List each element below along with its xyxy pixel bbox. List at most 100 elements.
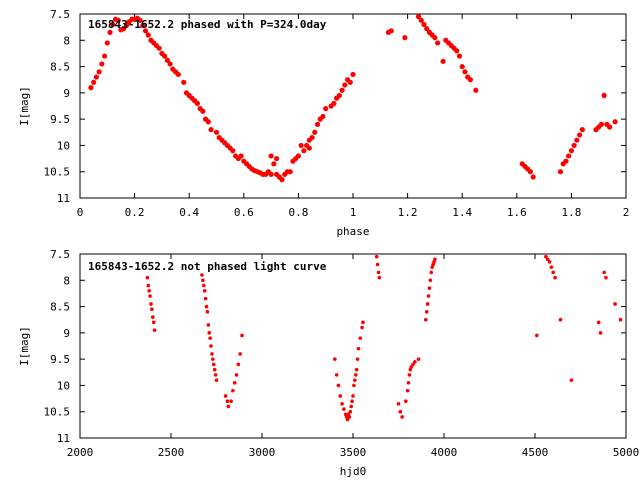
y-tick-label: 7.5 [50, 8, 70, 21]
data-point [208, 127, 214, 133]
data-point [596, 320, 601, 325]
data-point [203, 296, 208, 301]
data-point [234, 373, 239, 377]
y-tick-label: 10 [57, 379, 70, 392]
data-point [213, 373, 218, 377]
data-point [295, 153, 301, 159]
data-point [147, 289, 151, 293]
data-point [123, 22, 130, 29]
data-point [406, 381, 411, 385]
data-point [229, 399, 233, 404]
data-point [405, 388, 410, 393]
data-point [240, 333, 244, 338]
y-tick-label: 9.5 [50, 353, 70, 366]
data-point [156, 45, 162, 51]
y-tick-label: 9 [63, 327, 70, 340]
data-point [545, 257, 550, 262]
data-point [164, 57, 170, 63]
data-point [375, 262, 380, 267]
data-point [312, 129, 318, 135]
data-point [579, 127, 585, 133]
data-point [320, 113, 326, 120]
data-point [167, 61, 173, 67]
data-point [409, 365, 414, 369]
data-point [96, 69, 102, 75]
data-point [226, 404, 231, 409]
plot-frame [79, 253, 627, 439]
data-point [150, 307, 154, 312]
data-point [350, 71, 356, 78]
x-tick-label: 4500 [522, 446, 549, 459]
data-point [427, 286, 432, 290]
data-point [424, 26, 430, 32]
data-point [403, 399, 408, 404]
y-tick-label: 10.5 [44, 166, 71, 179]
data-point [200, 108, 206, 114]
plot-frame [79, 13, 627, 199]
data-point [194, 100, 200, 106]
x-tick-label: 1.6 [507, 206, 527, 219]
data-point [425, 302, 430, 306]
data-point [268, 171, 274, 177]
data-point [398, 409, 403, 414]
data-point [345, 417, 350, 422]
data-point [148, 294, 152, 298]
data-point [376, 270, 381, 275]
data-point [225, 399, 230, 404]
x-tick-label: 3000 [249, 446, 276, 459]
data-point [424, 310, 429, 314]
data-point [432, 35, 438, 41]
data-point [151, 315, 155, 319]
data-point [93, 74, 99, 80]
data-point [162, 53, 168, 59]
data-point [377, 275, 382, 280]
data-point [416, 357, 421, 361]
x-tick-label: 0 [77, 206, 84, 219]
data-point [424, 317, 428, 322]
data-point [429, 270, 434, 275]
data-point [411, 362, 415, 367]
data-point [557, 169, 564, 175]
x-tick-label: 2500 [158, 446, 185, 459]
data-point [467, 77, 473, 83]
data-point [544, 254, 548, 259]
x-tick-label: 5000 [613, 446, 640, 459]
data-point [146, 283, 151, 288]
data-point [208, 336, 212, 340]
data-point [152, 328, 157, 333]
data-point [204, 304, 209, 309]
data-point [287, 169, 293, 175]
data-point [527, 169, 534, 175]
data-point [142, 28, 149, 34]
data-point [351, 394, 355, 398]
data-point [568, 148, 575, 154]
data-point [331, 100, 337, 106]
data-point [418, 17, 424, 23]
data-point [145, 275, 150, 280]
data-point [413, 359, 417, 364]
data-point [301, 148, 307, 154]
data-point [558, 317, 563, 322]
data-point [212, 367, 217, 372]
data-point [101, 53, 108, 59]
data-point [206, 323, 211, 327]
data-point [402, 35, 408, 41]
data-point [201, 283, 206, 288]
data-point [607, 124, 613, 130]
data-point [563, 158, 569, 164]
data-point [336, 92, 342, 99]
x-tick-label: 2 [623, 206, 630, 219]
data-point [213, 129, 220, 135]
y-tick-label: 8.5 [50, 61, 70, 74]
chart-title: 165843-1652.2 phased with P=324.0day [88, 18, 327, 31]
data-point [110, 21, 116, 28]
data-point [604, 275, 608, 280]
data-point [149, 302, 153, 306]
x-tick-label: 4000 [431, 446, 458, 459]
data-point [358, 336, 363, 340]
data-point [462, 69, 468, 75]
data-point [273, 155, 280, 162]
data-point [88, 85, 94, 91]
data-point [211, 362, 216, 367]
